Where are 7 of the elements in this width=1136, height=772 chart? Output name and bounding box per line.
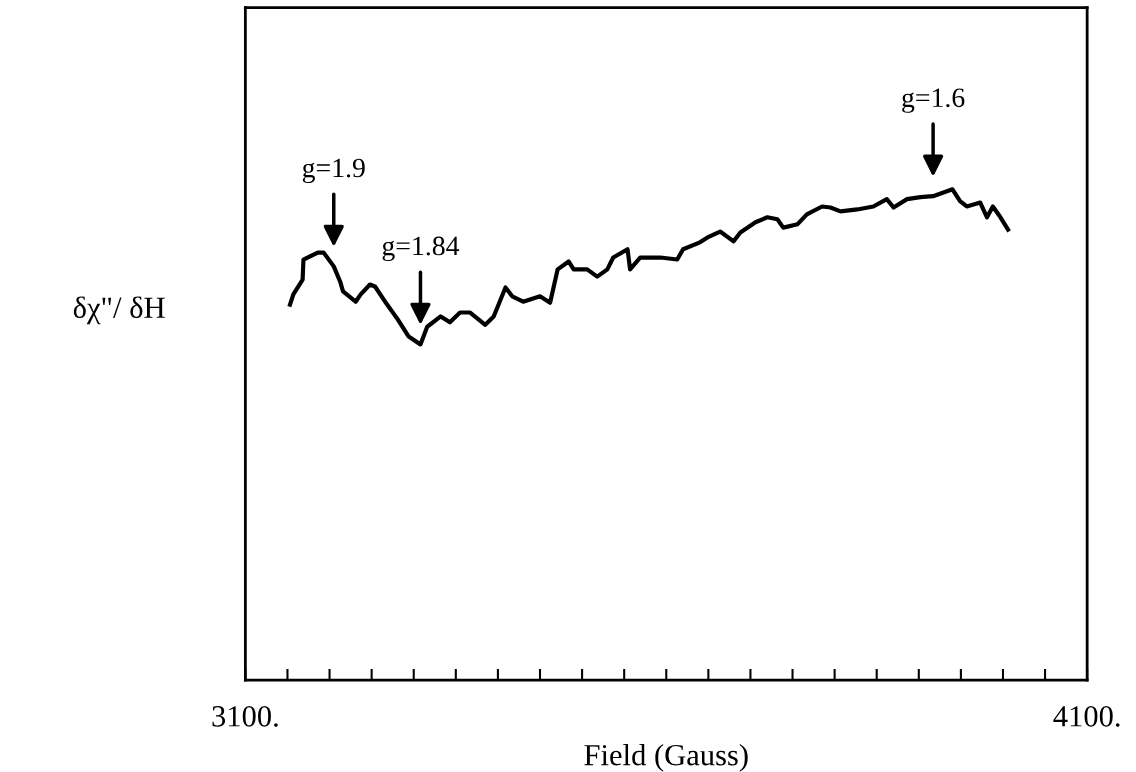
annotation: g=1.84 (382, 236, 460, 262)
x-tick-label: 3100. (212, 706, 278, 727)
y-axis-title: δχ"/ δH (73, 296, 165, 325)
x-tick-label: 4100. (1053, 706, 1120, 727)
annotation: g=1.9 (302, 158, 365, 184)
annotation: g=1.6 (902, 88, 965, 113)
x-axis-title: Field (Gauss) (584, 743, 748, 772)
